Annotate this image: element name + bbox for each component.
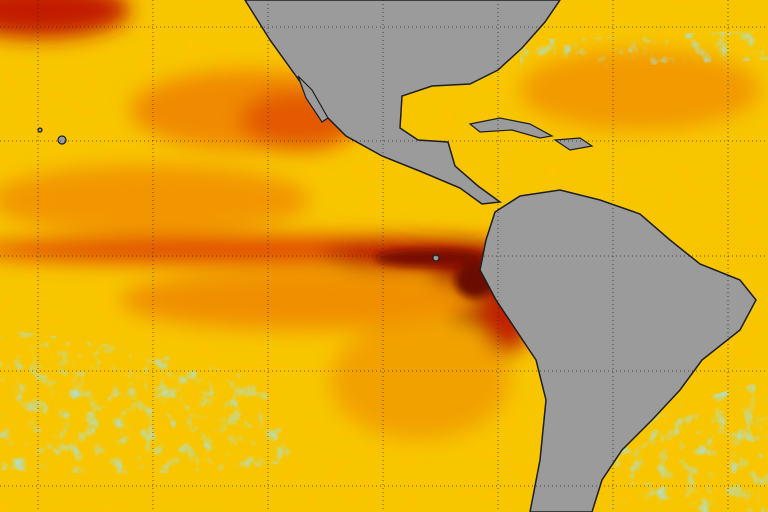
land [37, 0, 757, 512]
south-america [479, 189, 757, 512]
cuba [468, 117, 554, 139]
baja-california [297, 75, 329, 123]
hawaii-small [37, 127, 43, 133]
galapagos [432, 254, 440, 262]
north-central-america [244, 0, 561, 205]
hawaii [57, 135, 67, 145]
